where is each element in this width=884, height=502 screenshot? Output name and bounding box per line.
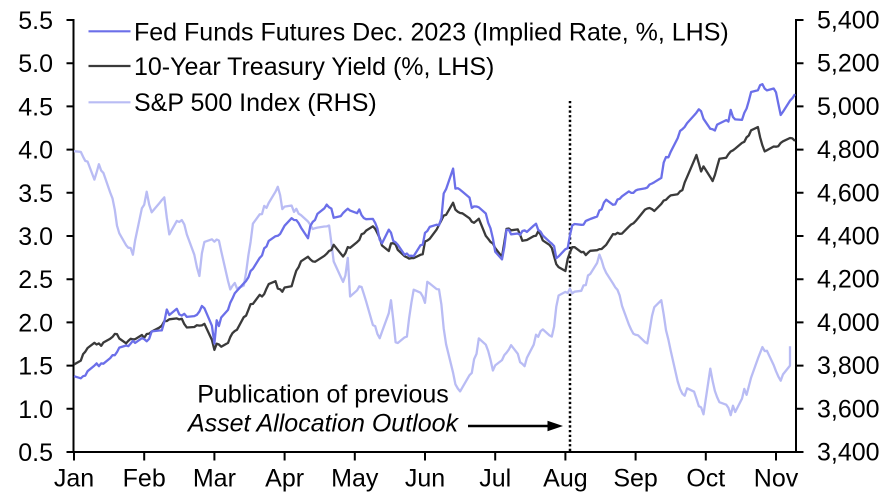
svg-text:May: May [331,465,379,493]
svg-text:0.5: 0.5 [18,439,53,467]
svg-text:4,600: 4,600 [817,179,880,207]
svg-text:5,200: 5,200 [817,50,880,78]
svg-text:3.0: 3.0 [18,223,53,251]
svg-text:Aug: Aug [543,465,587,493]
svg-text:Asset Allocation Outlook: Asset Allocation Outlook [186,410,460,438]
svg-text:Mar: Mar [193,465,236,493]
svg-text:Nov: Nov [754,465,799,493]
svg-text:5.0: 5.0 [18,50,53,78]
svg-text:3.5: 3.5 [18,180,53,208]
svg-text:2.0: 2.0 [18,309,53,337]
svg-text:S&P 500 Index (RHS): S&P 500 Index (RHS) [134,89,377,117]
svg-text:10-Year Treasury Yield (%, LHS: 10-Year Treasury Yield (%, LHS) [134,53,494,81]
svg-text:3,400: 3,400 [817,439,880,467]
svg-text:Jan: Jan [54,465,94,493]
svg-text:4,800: 4,800 [817,136,880,164]
svg-text:4,200: 4,200 [817,266,880,294]
svg-text:Feb: Feb [123,465,166,493]
svg-text:Apr: Apr [265,465,304,493]
svg-text:1.5: 1.5 [18,353,53,381]
svg-text:2.5: 2.5 [18,266,53,294]
svg-text:5,400: 5,400 [817,7,880,35]
svg-text:Oct: Oct [686,465,725,493]
svg-text:3,800: 3,800 [817,352,880,380]
svg-text:1.0: 1.0 [18,396,53,424]
svg-text:5.5: 5.5 [18,7,53,35]
svg-text:3,600: 3,600 [817,395,880,423]
svg-text:5,000: 5,000 [817,93,880,121]
svg-text:4.5: 4.5 [18,93,53,121]
svg-text:Publication of previous: Publication of previous [197,381,449,409]
svg-text:Fed Funds Futures Dec. 2023 (I: Fed Funds Futures Dec. 2023 (Implied Rat… [134,19,729,47]
svg-text:Jul: Jul [479,465,511,493]
svg-text:Sep: Sep [613,465,657,493]
svg-text:4,400: 4,400 [817,223,880,251]
svg-text:4.0: 4.0 [18,137,53,165]
svg-text:4,000: 4,000 [817,309,880,337]
svg-text:Jun: Jun [405,465,445,493]
